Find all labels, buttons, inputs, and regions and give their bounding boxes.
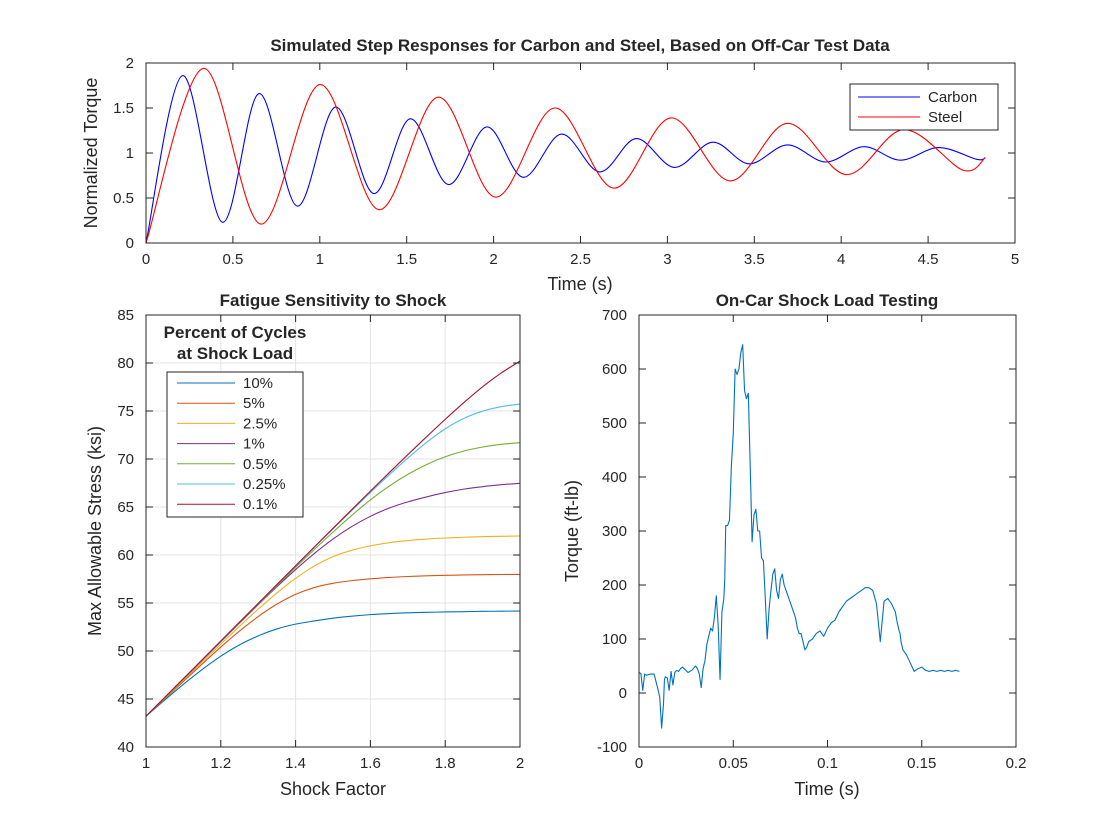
fatigue-x-axis-label: Shock Factor [280,779,386,799]
fatigue-legend-box [166,371,304,518]
fatigue-y-tick-label-0: 40 [117,739,134,756]
step-x-tick-label-6: 3 [663,251,671,268]
step-x-tick-label-7: 3.5 [744,251,765,268]
fatigue-y-tick-label-1: 45 [117,691,134,708]
fatigue-legend-label-4: 0.5% [243,456,277,473]
fatigue-legend: Percent of Cycles at Shock Load 10% 5% 2.5%… [164,323,307,518]
fatigue-legend-title-line-0: Percent of Cycles [164,323,307,342]
fatigue-y-tick-label-8: 80 [117,355,134,372]
fatigue-y-tick-label-2: 50 [117,643,134,660]
step-x-axis-label: Time (s) [547,274,612,294]
fatigue-y-tick-label-9: 85 [117,307,134,324]
fatigue-y-tick-label-6: 70 [117,451,134,468]
panel-shock-load: On-Car Shock Load Testing 0 0.05 0.1 0.15 0.… [562,291,1026,799]
step-series-line-1 [146,67,986,243]
fatigue-x-tick-label-2: 1.4 [285,755,306,772]
shock-series-line-0 [639,344,960,729]
shock-y-tick-label-0: -100 [597,739,627,756]
shock-y-tick-label-6: 500 [602,415,627,432]
shock-series-layer [639,344,960,729]
fatigue-legend-label-5: 0.25% [243,476,286,493]
shock-plot-area [639,344,960,729]
fatigue-plot-area [146,360,520,717]
step-x-tick-label-8: 4 [837,251,845,268]
fatigue-legend-label-0: 10% [243,375,273,392]
step-y-tick-label-2: 1 [126,145,134,162]
shock-x-tick-label-3: 0.15 [907,755,936,772]
step-legend-label-steel: Steel [928,109,962,126]
shock-y-tick-label-2: 100 [602,631,627,648]
fatigue-y-tick-label-4: 60 [117,547,134,564]
step-series-line-0 [146,75,986,243]
fatigue-axes-box [145,314,521,748]
fatigue-legend-title-line-1: at Shock Load [177,344,293,363]
step-legend: Carbon Steel [849,83,999,131]
step-x-tick-label-0: 0 [142,251,150,268]
shock-chart-title: On-Car Shock Load Testing [716,291,939,310]
step-y-tick-label-4: 2 [126,55,134,72]
shock-x-tick-label-2: 0.1 [817,755,838,772]
step-y-tick-label-3: 1.5 [113,100,134,117]
step-series-layer [146,67,986,243]
step-x-tick-label-5: 2.5 [570,251,591,268]
fatigue-legend-entries: 10% 5% 2.5% 1% 0.5% 0.25% 0.1% [177,375,286,513]
step-y-tick-label-1: 0.5 [113,190,134,207]
fatigue-ticks-layer: 1 1.2 1.4 1.6 1.8 2 40 45 50 55 60 65 70 75 80 85 [117,307,524,772]
fatigue-legend-title: Percent of Cycles at Shock Load [164,323,307,363]
step-x-tick-label-9: 4.5 [918,251,939,268]
shock-y-axis-label: Torque (ft-lb) [562,480,582,582]
step-ticks-layer: 0 0.5 1 1.5 2 2.5 3 3.5 4 4.5 5 0 0.5 1 1.5 2 [113,55,1019,268]
shock-x-axis-label: Time (s) [794,779,859,799]
fatigue-legend-label-2: 2.5% [243,415,277,432]
fatigue-series-line-6 [146,360,520,717]
fatigue-y-tick-label-5: 65 [117,499,134,516]
fatigue-x-tick-label-5: 2 [516,755,524,772]
step-x-tick-label-2: 1 [316,251,324,268]
shock-y-tick-label-3: 200 [602,577,627,594]
fatigue-series-line-2 [146,535,520,717]
fatigue-legend-label-6: 0.1% [243,496,277,513]
step-x-tick-label-10: 5 [1011,251,1019,268]
shock-y-tick-label-1: 0 [619,685,627,702]
shock-x-tick-label-0: 0 [635,755,643,772]
shock-ticks-layer: 0 0.05 0.1 0.15 0.2 -100 0 100 200 300 400 500 600 70… [597,307,1026,772]
step-plot-area [146,67,986,243]
fatigue-y-axis-label: Max Allowable Stress (ksi) [85,426,105,636]
shock-y-tick-label-5: 400 [602,469,627,486]
fatigue-series-layer [146,360,520,717]
step-chart-title: Simulated Step Responses for Carbon and … [270,36,890,55]
shock-y-tick-label-8: 700 [602,307,627,324]
step-y-tick-label-0: 0 [126,235,134,252]
fatigue-x-tick-label-1: 1.2 [210,755,231,772]
shock-x-tick-label-4: 0.2 [1006,755,1027,772]
step-x-tick-label-1: 0.5 [222,251,243,268]
step-x-tick-label-4: 2 [489,251,497,268]
panel-fatigue-sensitivity: Fatigue Sensitivity to Shock 1 1.2 1.4 1.6 1… [85,291,524,799]
fatigue-chart-title: Fatigue Sensitivity to Shock [220,291,447,310]
step-legend-box [849,83,999,131]
step-x-tick-label-3: 1.5 [396,251,417,268]
fatigue-x-tick-label-0: 1 [142,755,150,772]
fatigue-y-tick-label-7: 75 [117,403,134,420]
fatigue-y-tick-label-3: 55 [117,595,134,612]
fatigue-legend-label-1: 5% [243,395,265,412]
fatigue-grid-area [146,315,520,747]
fatigue-x-tick-label-3: 1.6 [360,755,381,772]
fatigue-x-tick-label-4: 1.8 [435,755,456,772]
shock-y-tick-label-4: 300 [602,523,627,540]
step-legend-label-carbon: Carbon [928,89,977,106]
fatigue-series-line-0 [146,610,520,717]
shock-y-tick-label-7: 600 [602,361,627,378]
panel-step-responses: Simulated Step Responses for Carbon and … [81,36,1019,294]
step-y-axis-label: Normalized Torque [81,78,101,229]
fatigue-series-line-1 [146,573,520,717]
fatigue-legend-label-3: 1% [243,436,265,453]
shock-x-tick-label-1: 0.05 [719,755,748,772]
fatigue-grid-layer [146,315,520,747]
